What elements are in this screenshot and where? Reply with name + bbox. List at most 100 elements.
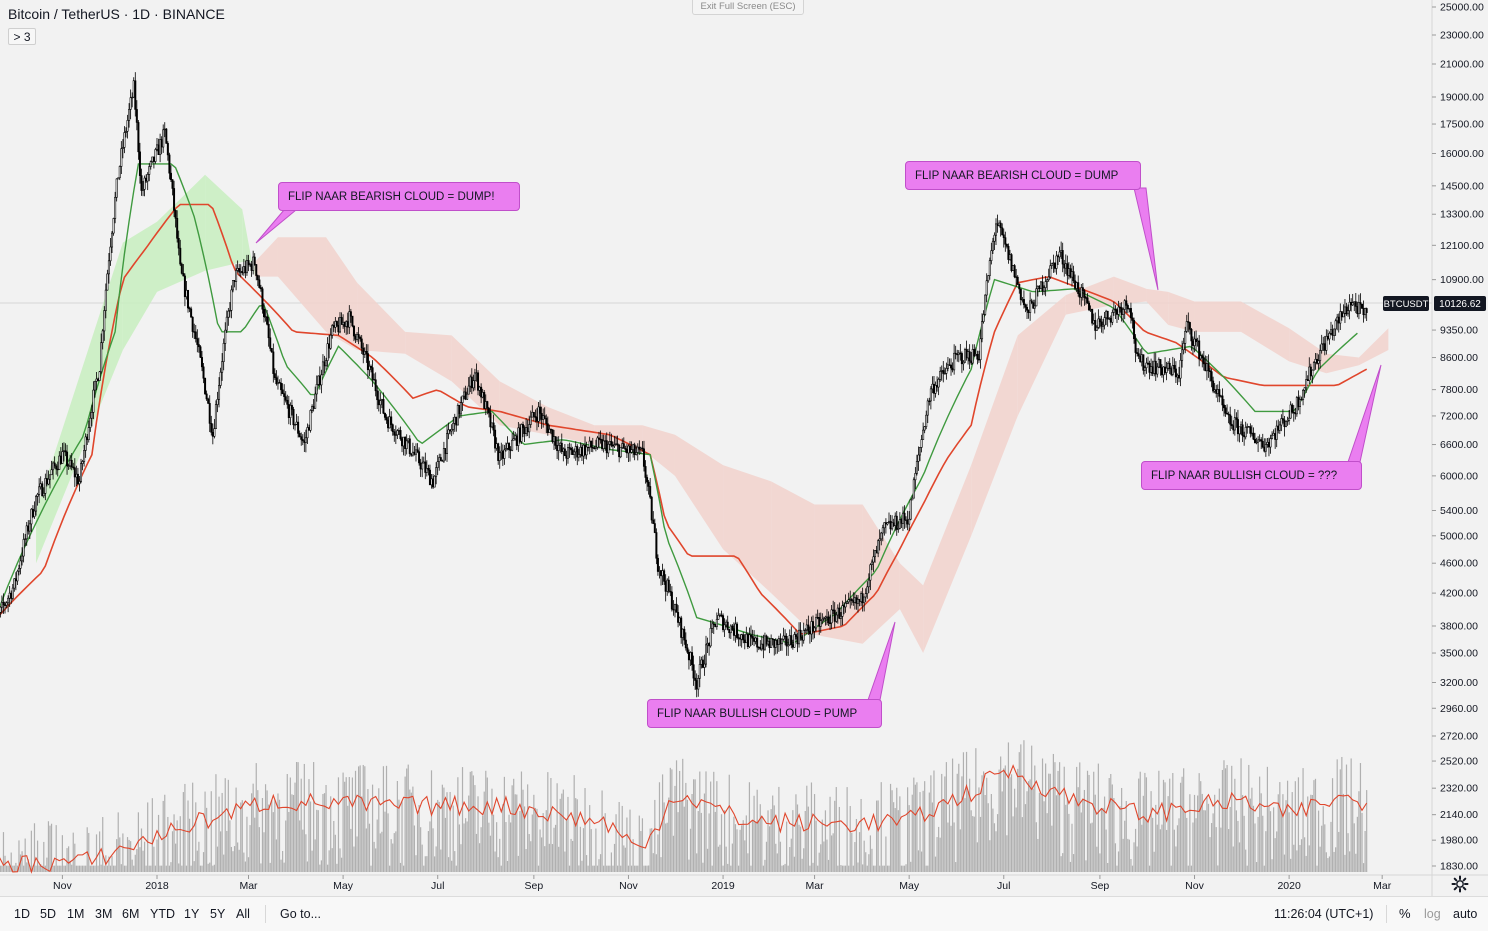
log-scale-toggle[interactable]: log [1424,907,1441,921]
candle-body [549,428,552,431]
clock-timezone[interactable]: 11:26:04 (UTC+1) [1274,907,1374,921]
symbol-title[interactable]: Bitcoin / TetherUS [8,6,120,22]
price-axis-label: 12100.00 [1440,240,1484,252]
range-1m[interactable]: 1M [67,907,85,921]
price-chart[interactable]: 25000.0023000.0021000.0019000.0017500.00… [0,0,1488,896]
candle-body [708,643,711,647]
candle-body [1254,438,1257,444]
candle-body [926,400,929,416]
price-axis-label: 2960.00 [1440,703,1478,715]
volume-bar [953,822,955,872]
volume-bar [122,833,124,872]
price-axis[interactable]: 25000.0023000.0021000.0019000.0017500.00… [1432,2,1484,873]
range-1y[interactable]: 1Y [184,907,200,921]
volume-bar [223,854,225,872]
volume-bar [801,858,803,872]
candle-body [1249,426,1252,434]
candle-body [777,638,780,645]
candle-body [407,438,410,442]
candle-body [1119,306,1122,309]
volume-bar [68,846,70,872]
volume-bar [1096,846,1098,872]
candle-body [790,635,793,645]
range-5d[interactable]: 5D [40,907,56,921]
candle-body [422,461,425,464]
candle-body [1057,255,1060,258]
volume-bar [613,843,616,872]
gear-icon[interactable] [1450,874,1470,894]
interval-label[interactable]: 1D [132,6,151,22]
candle-body [365,350,368,354]
auto-scale-toggle[interactable]: auto [1453,907,1478,921]
candle-body [503,449,506,459]
volume-bar [54,865,56,872]
range-6m[interactable]: 6M [122,907,140,921]
volume-bar [585,855,588,872]
volume-bar [831,835,833,872]
candle-body [1311,369,1314,377]
candle-body [73,467,76,478]
volume-bar [13,865,15,872]
volume-bar [1012,816,1014,872]
candle-body [4,604,7,606]
candle-body [689,652,692,661]
range-3m[interactable]: 3M [95,907,113,921]
volume-bar [295,762,298,872]
volume-bar [792,810,794,872]
volume-bar [244,861,246,872]
percent-scale-toggle[interactable]: % [1399,906,1411,921]
volume-bar [402,865,405,872]
candle-body [584,444,587,456]
candle-body [548,428,551,433]
candle-body [839,616,842,619]
candle-body [532,412,535,417]
range-all[interactable]: All [236,907,250,921]
time-axis-label: May [333,880,354,892]
indicators-collapse-button[interactable]: > 3 [8,28,36,45]
volume-bar [111,856,113,872]
candle-body [1281,418,1284,421]
volume-bar [846,787,848,872]
candle-body [709,627,712,647]
candle-body [981,321,984,340]
candle-body [898,519,901,529]
volume-bar [668,797,670,872]
range-1d[interactable]: 1D [14,907,30,921]
volume-bar [7,865,9,872]
price-axis-label: 1980.00 [1440,835,1478,847]
candle-body [1275,425,1278,440]
price-axis-label: 7200.00 [1440,410,1478,422]
candle-body [1182,343,1185,351]
volume-bar [682,758,684,872]
volume-bar [1001,791,1003,872]
candle-body [0,601,3,608]
volume-bar [486,777,488,872]
candle-body [419,462,422,470]
candle-body [514,435,517,440]
exit-fullscreen-button[interactable]: Exit Full Screen (ESC) [692,0,804,15]
candle-body [743,639,746,644]
toolbar-divider [265,905,266,923]
volume-bar [1195,818,1197,872]
candle-body [486,401,489,409]
range-ytd[interactable]: YTD [150,907,175,921]
candle-body [574,446,577,453]
goto-date-button[interactable]: Go to... [280,907,321,921]
range-5y[interactable]: 5Y [210,907,226,921]
candle-body [1219,395,1222,397]
volume-bar [773,805,775,872]
volume-bar [848,865,850,872]
candle-body [100,342,103,373]
candle-body [641,447,644,450]
time-axis-label: Nov [1185,880,1204,892]
volume-bar [139,847,141,872]
candle-body [235,270,238,282]
candle-body [346,321,349,328]
candle-body [1103,317,1106,326]
candle-body [1026,307,1029,311]
volume-bar [562,789,564,872]
volume-bar [1293,844,1295,872]
volume-bar [257,790,259,872]
time-axis[interactable]: Nov 2018 Mar May Jul Sep Nov 2019 Mar May Jul Sep No… [53,875,1392,892]
volume-bar [58,865,60,872]
